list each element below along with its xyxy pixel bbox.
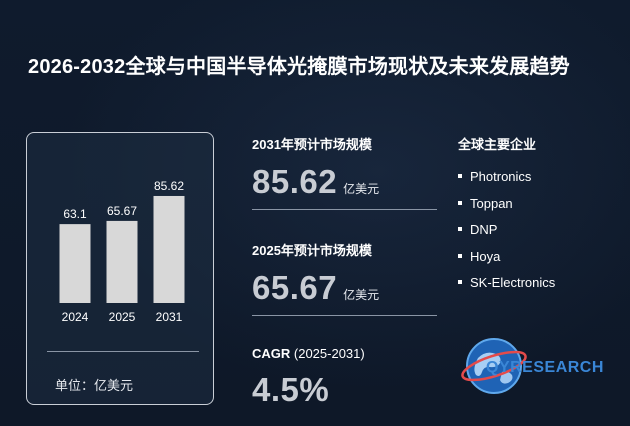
cagr-label-period: (2025-2031) — [290, 346, 365, 361]
cagr-label-bold: CAGR — [252, 346, 291, 361]
metric-cagr: CAGR (2025-2031) 4.5% — [252, 346, 365, 409]
bullet-icon — [458, 280, 462, 284]
company-item: Photronics — [458, 167, 618, 194]
company-item: DNP — [458, 220, 618, 247]
bar-2024 — [59, 224, 91, 303]
company-name: DNP — [470, 222, 498, 237]
metric-2025-value: 65.67 — [252, 269, 338, 306]
metric-2031: 2031年预计市场规模 85.62 亿美元 — [252, 134, 437, 210]
card-divider — [47, 351, 199, 352]
globe-icon — [461, 338, 527, 394]
bullet-icon — [458, 253, 462, 258]
bar-value-label: 63.1 — [63, 207, 87, 221]
companies-title: 全球主要企业 — [458, 137, 537, 152]
company-item: Hoya — [458, 247, 618, 274]
x-tick-label: 2031 — [156, 310, 183, 324]
companies-list: 全球主要企业 Photronics Toppan DNP Hoya SK-Ele… — [458, 134, 618, 300]
company-name: SK-Electronics — [470, 275, 556, 290]
x-tick-label: 2024 — [62, 310, 89, 324]
metric-cagr-value: 4.5% — [252, 371, 330, 408]
qyresearch-logo: QYRESEARCH — [458, 328, 618, 400]
metric-2031-value: 85.62 — [252, 163, 338, 200]
bar-chart: 63.1 2024 65.67 2025 85.62 2031 — [59, 179, 185, 324]
company-name: Photronics — [470, 169, 532, 184]
logo-text: QYRESEARCH — [486, 359, 604, 376]
bullet-icon — [458, 227, 462, 231]
company-name: Hoya — [470, 248, 501, 264]
company-item: SK-Electronics — [458, 273, 618, 300]
bar-value-label: 85.62 — [154, 179, 184, 193]
unit-label: 单位：亿美元 — [55, 378, 134, 393]
metric-2031-divider — [252, 209, 437, 210]
page-title: 2026-2032全球与中国半导体光掩膜市场现状及未来发展趋势 — [28, 56, 570, 78]
bar-2025 — [106, 220, 138, 303]
company-item: Toppan — [458, 194, 618, 221]
bullet-icon — [458, 174, 462, 178]
metric-2025-unit: 亿美元 — [343, 288, 380, 302]
metric-2031-label: 2031年预计市场规模 — [252, 137, 372, 152]
x-tick-label: 2025 — [109, 310, 136, 324]
bar-chart-card: 63.1 2024 65.67 2025 85.62 2031 单位：亿美元 — [26, 132, 214, 405]
bar-value-label: 65.67 — [107, 204, 137, 218]
bar-2031 — [153, 195, 185, 303]
metric-2025-label: 2025年预计市场规模 — [252, 243, 372, 258]
bullet-icon — [458, 200, 462, 205]
company-name: Toppan — [470, 195, 513, 211]
metric-2025: 2025年预计市场规模 65.67 亿美元 — [252, 240, 437, 316]
metric-2031-unit: 亿美元 — [343, 182, 380, 196]
metric-2025-divider — [252, 315, 437, 316]
metric-cagr-label: CAGR (2025-2031) — [252, 346, 365, 361]
